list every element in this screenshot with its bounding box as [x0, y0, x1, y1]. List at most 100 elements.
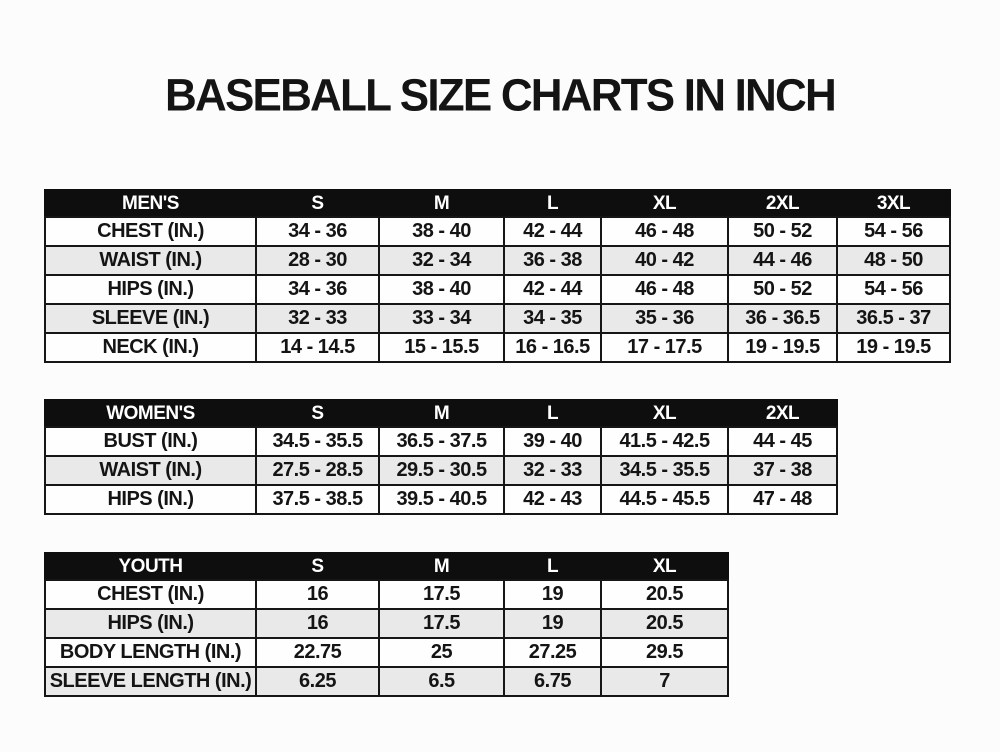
table-row-body-length: BODY LENGTH (IN.) 22.75 25 27.25 29.5: [44, 637, 729, 668]
size-header-l: L: [503, 189, 602, 218]
size-header-xl: XL: [600, 399, 729, 428]
womens-header-label: WOMEN'S: [44, 399, 257, 428]
size-cell: 36 - 38: [503, 245, 602, 276]
size-cell: 38 - 40: [378, 216, 505, 247]
row-label: WAIST (IN.): [44, 455, 257, 486]
table-row-hips: HIPS (IN.) 34 - 36 38 - 40 42 - 44 46 - …: [44, 274, 951, 305]
size-header-m: M: [378, 399, 505, 428]
size-cell: 54 - 56: [836, 216, 951, 247]
header-row: WOMEN'S S M L XL 2XL: [44, 399, 838, 428]
size-cell: 37.5 - 38.5: [255, 484, 380, 515]
size-cell: 19 - 19.5: [727, 332, 838, 363]
row-label: HIPS (IN.): [44, 484, 257, 515]
size-cell: 28 - 30: [255, 245, 380, 276]
table-row-chest: CHEST (IN.) 34 - 36 38 - 40 42 - 44 46 -…: [44, 216, 951, 247]
size-cell: 50 - 52: [727, 274, 838, 305]
size-cell: 17.5: [378, 579, 505, 610]
header-row: YOUTH S M L XL: [44, 552, 729, 581]
size-cell: 19 - 19.5: [836, 332, 951, 363]
size-cell: 16: [255, 608, 380, 639]
size-cell: 27.25: [503, 637, 602, 668]
size-header-l: L: [503, 399, 602, 428]
row-label: BODY LENGTH (IN.): [44, 637, 257, 668]
size-cell: 14 - 14.5: [255, 332, 380, 363]
size-header-m: M: [378, 189, 505, 218]
size-header-s: S: [255, 189, 380, 218]
row-label: NECK (IN.): [44, 332, 257, 363]
size-cell: 36 - 36.5: [727, 303, 838, 334]
header-row: MEN'S S M L XL 2XL 3XL: [44, 189, 951, 218]
table-row-bust: BUST (IN.) 34.5 - 35.5 36.5 - 37.5 39 - …: [44, 426, 838, 457]
size-cell: 34.5 - 35.5: [255, 426, 380, 457]
youth-size-table: YOUTH S M L XL CHEST (IN.) 16 17.5 19 20…: [44, 552, 729, 697]
table-row-waist: WAIST (IN.) 28 - 30 32 - 34 36 - 38 40 -…: [44, 245, 951, 276]
youth-table-header: YOUTH S M L XL: [44, 552, 729, 581]
size-cell: 50 - 52: [727, 216, 838, 247]
size-cell: 17 - 17.5: [600, 332, 729, 363]
size-cell: 6.25: [255, 666, 380, 697]
size-cell: 42 - 44: [503, 274, 602, 305]
row-label: WAIST (IN.): [44, 245, 257, 276]
size-cell: 6.75: [503, 666, 602, 697]
womens-table-header: WOMEN'S S M L XL 2XL: [44, 399, 838, 428]
row-label: HIPS (IN.): [44, 274, 257, 305]
size-cell: 19: [503, 608, 602, 639]
size-cell: 22.75: [255, 637, 380, 668]
row-label: BUST (IN.): [44, 426, 257, 457]
size-cell: 38 - 40: [378, 274, 505, 305]
size-cell: 34 - 35: [503, 303, 602, 334]
row-label: SLEEVE LENGTH (IN.): [44, 666, 257, 697]
size-cell: 44 - 46: [727, 245, 838, 276]
size-cell: 46 - 48: [600, 274, 729, 305]
size-cell: 32 - 34: [378, 245, 505, 276]
size-cell: 36.5 - 37.5: [378, 426, 505, 457]
table-row-hips: HIPS (IN.) 16 17.5 19 20.5: [44, 608, 729, 639]
size-cell: 36.5 - 37: [836, 303, 951, 334]
size-cell: 7: [600, 666, 729, 697]
size-cell: 35 - 36: [600, 303, 729, 334]
size-cell: 6.5: [378, 666, 505, 697]
size-cell: 47 - 48: [727, 484, 838, 515]
size-header-2xl: 2XL: [727, 189, 838, 218]
table-row-neck: NECK (IN.) 14 - 14.5 15 - 15.5 16 - 16.5…: [44, 332, 951, 363]
size-cell: 44 - 45: [727, 426, 838, 457]
size-header-l: L: [503, 552, 602, 581]
size-cell: 29.5 - 30.5: [378, 455, 505, 486]
size-cell: 32 - 33: [503, 455, 602, 486]
size-cell: 34 - 36: [255, 274, 380, 305]
size-cell: 16: [255, 579, 380, 610]
mens-table-header: MEN'S S M L XL 2XL 3XL: [44, 189, 951, 218]
size-header-3xl: 3XL: [836, 189, 951, 218]
size-cell: 17.5: [378, 608, 505, 639]
size-header-xl: XL: [600, 552, 729, 581]
row-label: HIPS (IN.): [44, 608, 257, 639]
row-label: CHEST (IN.): [44, 216, 257, 247]
mens-size-table: MEN'S S M L XL 2XL 3XL CHEST (IN.) 34 - …: [44, 189, 951, 363]
size-cell: 40 - 42: [600, 245, 729, 276]
size-cell: 15 - 15.5: [378, 332, 505, 363]
size-cell: 34.5 - 35.5: [600, 455, 729, 486]
size-cell: 20.5: [600, 608, 729, 639]
size-cell: 46 - 48: [600, 216, 729, 247]
size-cell: 39 - 40: [503, 426, 602, 457]
table-row-waist: WAIST (IN.) 27.5 - 28.5 29.5 - 30.5 32 -…: [44, 455, 838, 486]
size-header-m: M: [378, 552, 505, 581]
size-cell: 20.5: [600, 579, 729, 610]
size-header-xl: XL: [600, 189, 729, 218]
table-row-sleeve: SLEEVE (IN.) 32 - 33 33 - 34 34 - 35 35 …: [44, 303, 951, 334]
size-cell: 39.5 - 40.5: [378, 484, 505, 515]
size-cell: 32 - 33: [255, 303, 380, 334]
row-label: SLEEVE (IN.): [44, 303, 257, 334]
size-cell: 27.5 - 28.5: [255, 455, 380, 486]
size-cell: 19: [503, 579, 602, 610]
size-cell: 42 - 44: [503, 216, 602, 247]
size-header-s: S: [255, 552, 380, 581]
size-cell: 54 - 56: [836, 274, 951, 305]
size-cell: 16 - 16.5: [503, 332, 602, 363]
size-header-s: S: [255, 399, 380, 428]
size-cell: 33 - 34: [378, 303, 505, 334]
table-row-hips: HIPS (IN.) 37.5 - 38.5 39.5 - 40.5 42 - …: [44, 484, 838, 515]
table-row-chest: CHEST (IN.) 16 17.5 19 20.5: [44, 579, 729, 610]
womens-size-table: WOMEN'S S M L XL 2XL BUST (IN.) 34.5 - 3…: [44, 399, 838, 515]
size-cell: 42 - 43: [503, 484, 602, 515]
